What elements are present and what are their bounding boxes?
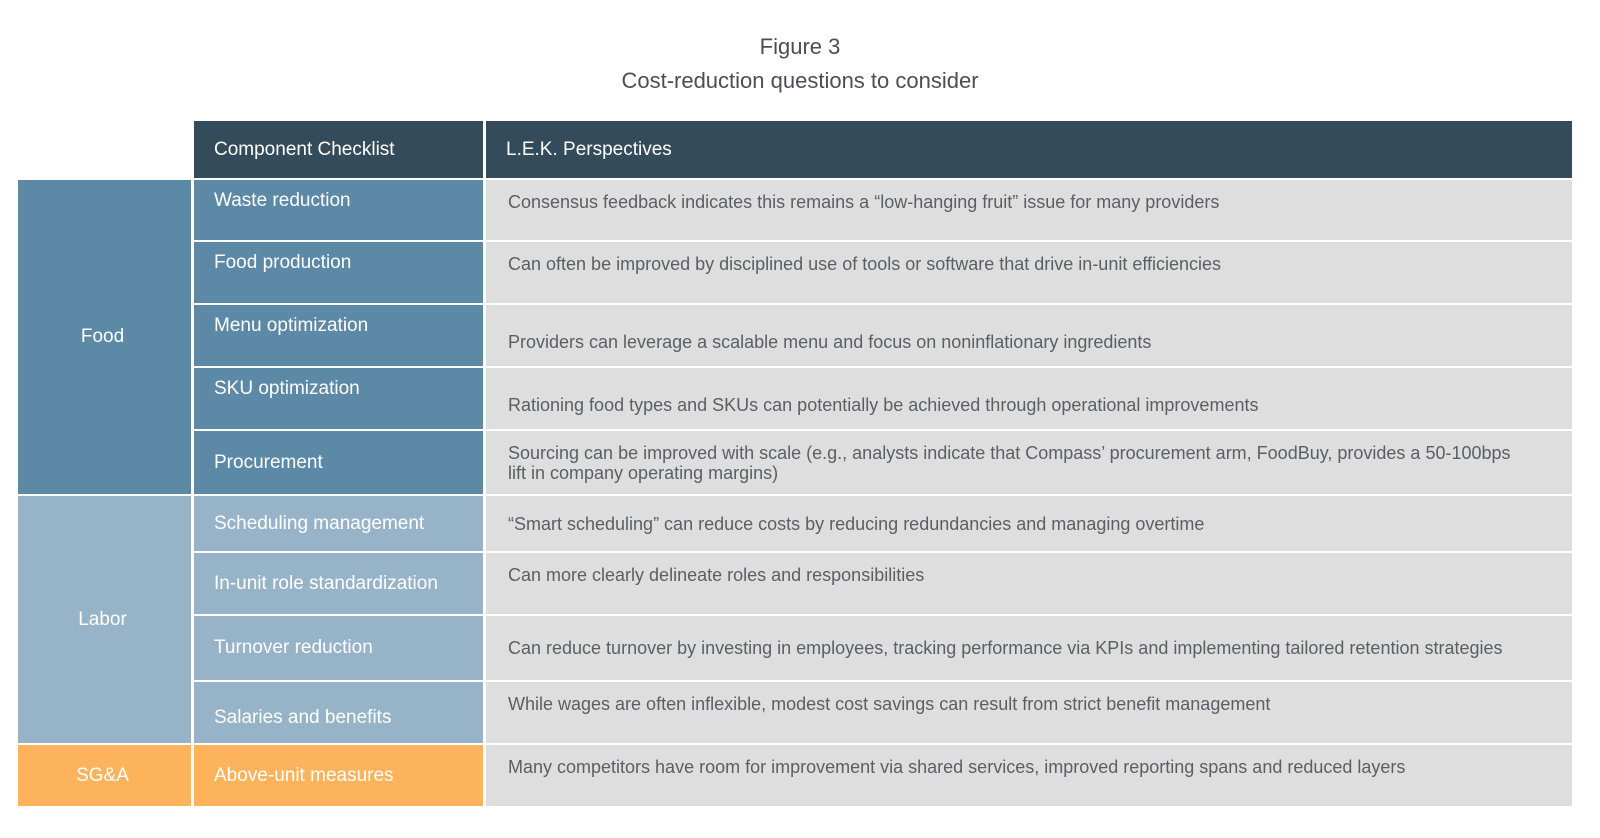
perspective-cell: Rationing food types and SKUs can potent… (486, 368, 1572, 429)
component-cell: Turnover reduction (194, 616, 483, 680)
perspective-cell: While wages are often inflexible, modest… (486, 682, 1572, 743)
figure-title-block: Figure 3 Cost-reduction questions to con… (0, 30, 1600, 98)
component-cell: Waste reduction (194, 180, 483, 240)
perspective-cell: Sourcing can be improved with scale (e.g… (486, 431, 1572, 494)
component-cell: In-unit role standardization (194, 553, 483, 614)
perspective-cell: Many competitors have room for improveme… (486, 745, 1572, 806)
component-cell: Scheduling management (194, 496, 483, 551)
category-labor: Labor (18, 496, 191, 743)
perspective-cell: Consensus feedback indicates this remain… (486, 180, 1572, 240)
figure-title: Cost-reduction questions to consider (621, 68, 979, 93)
category-food: Food (18, 180, 191, 494)
header-lek-perspectives: L.E.K. Perspectives (486, 121, 1572, 178)
component-cell: SKU optimization (194, 368, 483, 429)
perspective-cell: Can often be improved by disciplined use… (486, 242, 1572, 303)
perspective-cell: Providers can leverage a scalable menu a… (486, 305, 1572, 366)
perspective-cell: Can more clearly delineate roles and res… (486, 553, 1572, 614)
component-cell: Menu optimization (194, 305, 483, 366)
header-component-checklist: Component Checklist (194, 121, 483, 178)
figure-label: Figure 3 (759, 34, 841, 59)
category-sga: SG&A (18, 745, 191, 806)
component-cell: Salaries and benefits (194, 682, 483, 743)
perspective-cell: “Smart scheduling” can reduce costs by r… (486, 496, 1572, 551)
component-cell: Procurement (194, 431, 483, 494)
component-cell: Food production (194, 242, 483, 303)
component-cell: Above-unit measures (194, 745, 483, 806)
perspective-cell: Can reduce turnover by investing in empl… (486, 616, 1572, 680)
